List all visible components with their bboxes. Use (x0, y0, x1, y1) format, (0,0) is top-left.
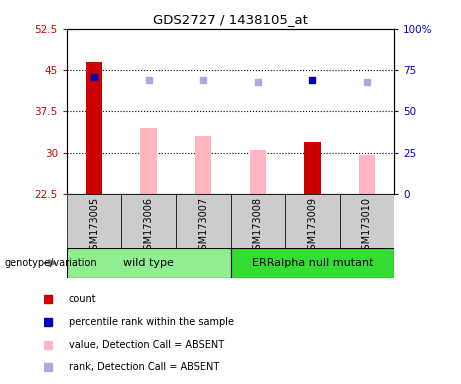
Bar (359, 156, 375, 194)
Bar (141, 128, 157, 194)
Bar (86, 62, 102, 194)
Text: rank, Detection Call = ABSENT: rank, Detection Call = ABSENT (69, 362, 219, 372)
Text: GSM173007: GSM173007 (198, 197, 208, 256)
Text: GSM173009: GSM173009 (307, 197, 317, 256)
Text: percentile rank within the sample: percentile rank within the sample (69, 316, 234, 326)
Text: GSM173010: GSM173010 (362, 197, 372, 256)
Text: value, Detection Call = ABSENT: value, Detection Call = ABSENT (69, 339, 224, 349)
Bar (285, 194, 340, 248)
Bar (195, 136, 212, 194)
Text: GSM173006: GSM173006 (144, 197, 154, 256)
Text: GSM173005: GSM173005 (89, 197, 99, 256)
Bar (340, 194, 394, 248)
Bar (249, 150, 266, 194)
Bar (121, 194, 176, 248)
Bar (304, 142, 320, 194)
Bar (67, 194, 121, 248)
Bar (176, 194, 230, 248)
Bar (230, 248, 394, 278)
Text: count: count (69, 294, 96, 304)
Bar (230, 194, 285, 248)
Text: wild type: wild type (123, 258, 174, 268)
Text: GSM173008: GSM173008 (253, 197, 263, 256)
Text: genotype/variation: genotype/variation (5, 258, 97, 268)
Text: ERRalpha null mutant: ERRalpha null mutant (252, 258, 373, 268)
Bar (67, 248, 230, 278)
Text: GDS2727 / 1438105_at: GDS2727 / 1438105_at (153, 13, 308, 26)
